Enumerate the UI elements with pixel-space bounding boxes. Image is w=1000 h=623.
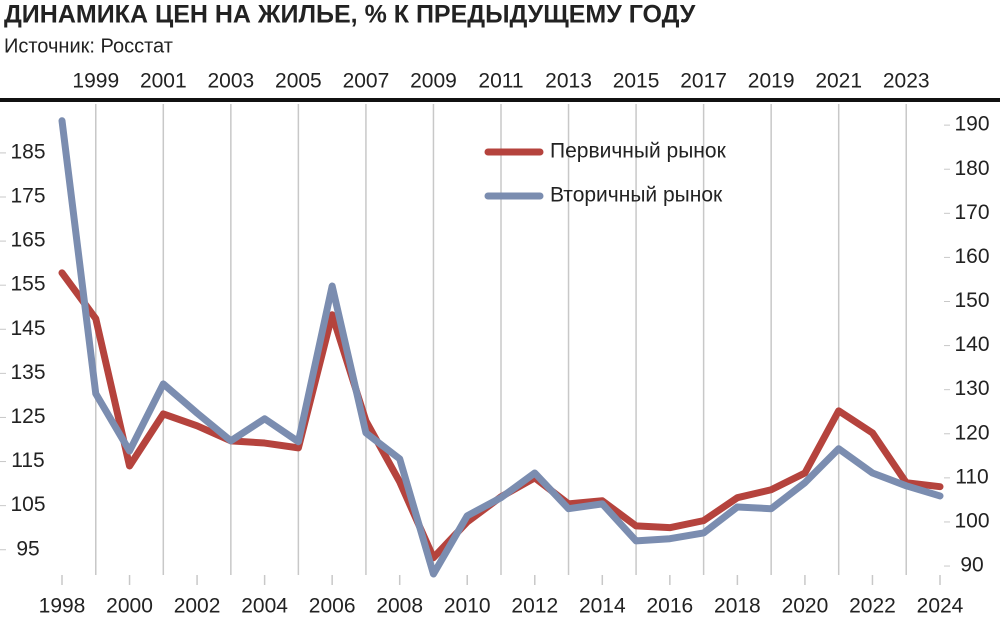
x-tick-label: 2020 [782,595,829,618]
y2-tick-label: 150 [954,289,989,312]
x-tick-label: 2002 [174,595,221,618]
chart-subtitle: Источник: Росстат [4,35,173,57]
y-tick-label: 145 [10,317,45,340]
top-x-tick-label: 2013 [545,70,592,93]
legend-label: Вторичный рынок [550,184,723,207]
x-tick-label: 2008 [376,595,423,618]
x-tick-label: 2012 [511,595,558,618]
y2-tick-label: 180 [954,157,989,180]
chart-title: ДИНАМИКА ЦЕН НА ЖИЛЬЕ, % К ПРЕДЫДУЩЕМУ Г… [4,1,696,29]
top-rule [0,98,1000,102]
y2-tick-label: 170 [954,201,989,224]
y-tick-label: 115 [11,449,44,472]
x-tick-label: 1998 [39,595,86,618]
top-x-tick-label: 2007 [343,70,390,93]
top-x-tick-label: 2023 [883,70,930,93]
x-tick-label: 2014 [579,595,626,618]
top-x-tick-label: 2011 [478,70,523,93]
top-x-tick-label: 2021 [815,70,862,93]
y-tick-label: 105 [10,493,45,516]
top-x-tick-label: 1999 [72,70,119,93]
y2-tick-label: 100 [954,509,989,532]
y2-tick-label: 110 [955,465,988,488]
y2-tick-label: 130 [954,377,989,400]
y-tick-label: 185 [10,140,45,163]
x-tick-label: 2022 [849,595,896,618]
y-tick-label: 135 [10,361,45,384]
x-tick-label: 2004 [241,595,288,618]
y-tick-label: 125 [10,405,45,428]
y2-tick-label: 120 [954,421,989,444]
x-tick-label: 2016 [646,595,693,618]
legend-label: Первичный рынок [550,140,727,163]
y-tick-label: 155 [10,273,45,296]
top-x-tick-label: 2005 [275,70,322,93]
y-tick-label: 175 [10,185,45,208]
y2-tick-label: 90 [960,554,983,577]
top-x-tick-label: 2009 [410,70,457,93]
x-tick-label: 2024 [917,595,964,618]
x-tick-label: 2000 [106,595,153,618]
y-tick-label: 165 [10,229,45,252]
y2-tick-label: 140 [954,333,989,356]
series-line [58,117,944,578]
y2-tick-label: 160 [954,245,989,268]
top-x-tick-label: 2001 [140,70,187,93]
top-x-tick-label: 2015 [613,70,660,93]
x-tick-label: 2006 [309,595,356,618]
top-x-tick-label: 2003 [207,70,254,93]
y2-tick-label: 190 [954,113,989,136]
top-x-tick-label: 2019 [748,70,795,93]
x-tick-label: 2010 [444,595,491,618]
y-tick-label: 95 [16,537,39,560]
top-x-tick-label: 2017 [680,70,727,93]
x-tick-label: 2018 [714,595,761,618]
